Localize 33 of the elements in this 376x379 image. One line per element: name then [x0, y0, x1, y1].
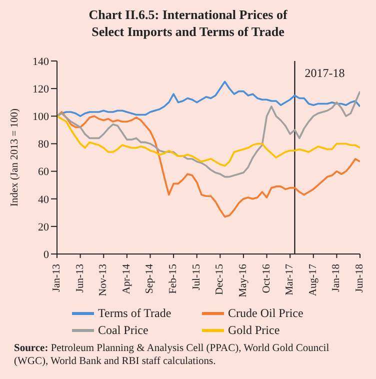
x-tick-label: Jul-15 [191, 264, 202, 290]
line-series [57, 115, 360, 167]
x-tick-label: Feb-15 [168, 264, 180, 294]
y-tick-label: 140 [32, 56, 50, 68]
x-tick-label: Aug-17 [308, 264, 319, 296]
x-tick-label: Jun-13 [74, 264, 86, 293]
chart-title: Chart II.6.5: International Prices of Select Imports and Terms of Trade [88, 6, 288, 41]
y-tick-label: 100 [32, 111, 50, 124]
legend-label: Coal Price [98, 323, 148, 338]
y-tick-label: 60 [38, 166, 50, 178]
legend-label: Terms of Trade [98, 306, 172, 321]
x-tick-label: Apr-14 [121, 263, 132, 294]
y-tick-label: 120 [32, 83, 50, 96]
x-tick-label: Dec-15 [214, 264, 226, 295]
y-tick-label: 0 [44, 248, 50, 261]
x-tick-label: Sep-14 [144, 263, 156, 294]
x-tick-label: Oct-16 [261, 264, 272, 294]
x-tick-label: Jan-13 [52, 264, 62, 292]
x-tick-label: Jun-18 [354, 264, 366, 293]
x-tick-label: Nov-13 [98, 264, 110, 296]
y-tick-label: 40 [38, 194, 50, 206]
legend-label: Crude Oil Price [228, 306, 304, 321]
legend-label: Gold Price [228, 323, 280, 338]
y-tick-label: 20 [38, 221, 50, 234]
x-tick-label: Mar-17 [284, 264, 296, 296]
y-axis-title: Index (Jan 2013 = 100) [10, 108, 21, 207]
x-tick-label: May-16 [238, 264, 249, 298]
line-series [57, 111, 360, 218]
y-tick-label: 80 [38, 138, 50, 151]
source-note: Source: Petroleum Planning & Analysis Cell (PPAC), World Gold Council (WGC), World Bank and RBI staff calculations. [13, 342, 330, 368]
ref-line-label: 2017-18 [304, 66, 345, 80]
x-tick-label: Jan-18 [331, 264, 342, 292]
line-series [57, 90, 360, 178]
